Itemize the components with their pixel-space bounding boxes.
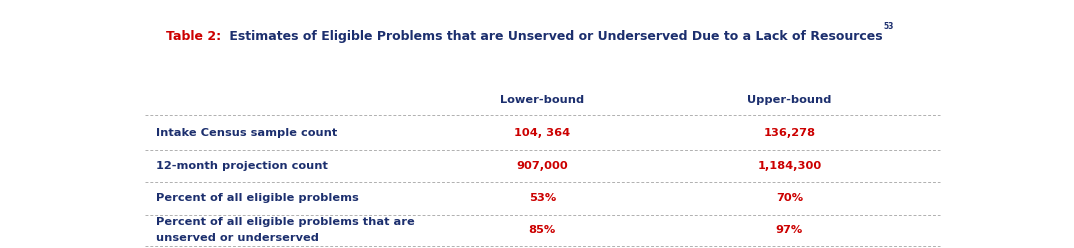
Text: 85%: 85% — [528, 225, 556, 235]
Text: unserved or underserved: unserved or underserved — [156, 233, 319, 243]
Text: Percent of all eligible problems: Percent of all eligible problems — [156, 193, 359, 203]
Text: Intake Census sample count: Intake Census sample count — [156, 128, 337, 138]
Text: 97%: 97% — [775, 225, 803, 235]
Text: 12-month projection count: 12-month projection count — [156, 161, 328, 171]
Text: Percent of all eligible problems that are: Percent of all eligible problems that ar… — [156, 217, 415, 227]
Text: 53: 53 — [884, 22, 894, 31]
Text: Estimates of Eligible Problems that are Unserved or Underserved Due to a Lack of: Estimates of Eligible Problems that are … — [224, 30, 883, 43]
Text: 53%: 53% — [528, 193, 556, 203]
Text: Lower-bound: Lower-bound — [500, 95, 584, 105]
Text: 104, 364: 104, 364 — [514, 128, 570, 138]
Text: 136,278: 136,278 — [764, 128, 815, 138]
Text: 907,000: 907,000 — [517, 161, 568, 171]
Text: 1,184,300: 1,184,300 — [757, 161, 822, 171]
Text: 70%: 70% — [775, 193, 803, 203]
Text: Table 2:: Table 2: — [166, 30, 221, 43]
Text: Upper-bound: Upper-bound — [748, 95, 831, 105]
